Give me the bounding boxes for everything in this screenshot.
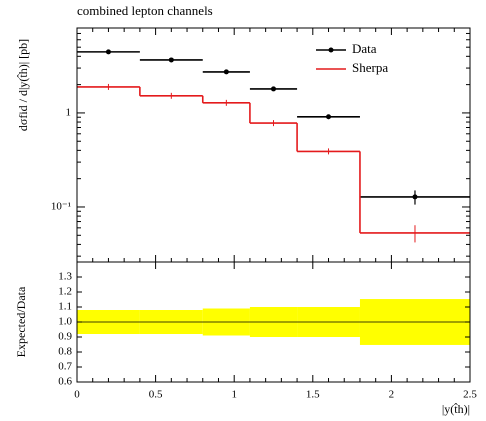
top-frame (76, 27, 471, 263)
y-axis-label: dσfid / d|y(t̂h)| [pb] (16, 39, 30, 131)
legend-label: Sherpa (352, 60, 388, 75)
y-tick-label: 1.2 (58, 286, 72, 298)
data-point (223, 69, 229, 75)
ratio-frame (76, 261, 471, 383)
y-tick-label: 0.6 (58, 376, 72, 388)
y-tick-label: 1.0 (58, 316, 72, 328)
x-tick-label: 0.5 (149, 389, 163, 401)
x-tick-label: 1 (231, 389, 237, 401)
y-tick-label: 1.3 (58, 271, 72, 283)
y-tick-label: 0.8 (58, 346, 72, 358)
x-tick-label: 2 (389, 389, 395, 401)
y-tick-label: 1.1 (58, 301, 72, 313)
data-point (326, 114, 332, 120)
data-point (271, 86, 276, 92)
chart-title: combined lepton channels (77, 3, 213, 18)
x-tick-label: 0 (74, 389, 80, 401)
data-point (168, 57, 174, 63)
y-tick-label: 1 (66, 106, 72, 118)
data-point (105, 49, 111, 55)
data-point (412, 194, 418, 200)
legend-label: Data (352, 41, 377, 56)
ratio-y-axis-label: Expected/Data (14, 286, 28, 357)
x-axis-label: |y(t̂h)| (442, 402, 470, 416)
y-tick-label: 10⁻¹ (51, 201, 71, 213)
x-tick-label: 1.5 (306, 389, 320, 401)
x-tick-label: 2.5 (463, 389, 477, 401)
y-tick-label: 0.9 (58, 331, 72, 343)
legend-marker (328, 47, 334, 53)
y-tick-label: 0.7 (58, 361, 72, 373)
